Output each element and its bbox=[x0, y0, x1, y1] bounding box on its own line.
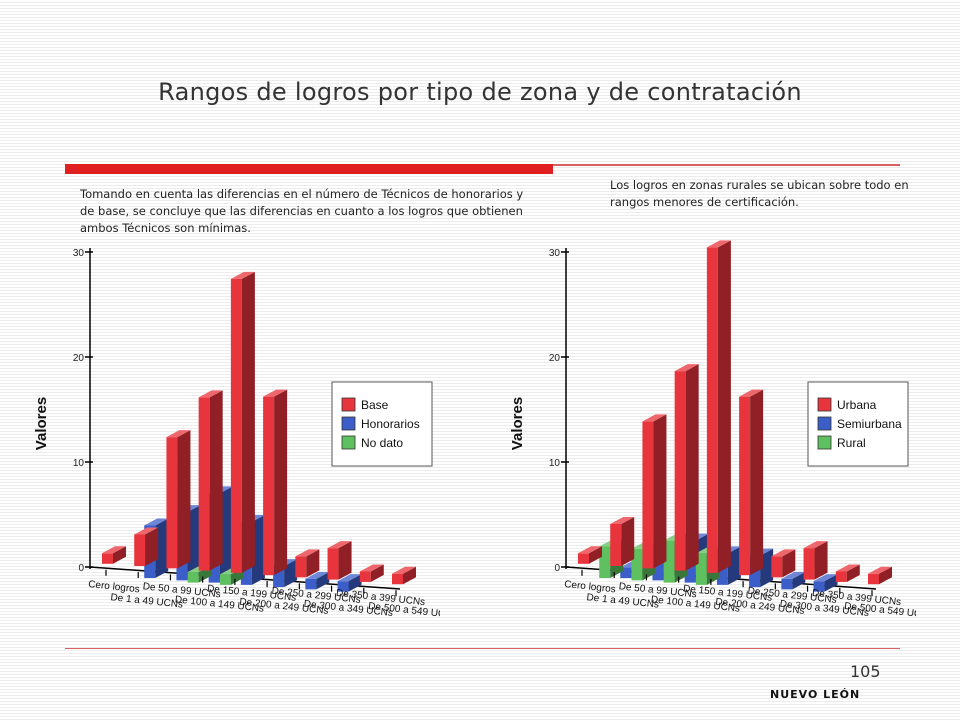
x-tick-label: Cero logros bbox=[564, 579, 617, 595]
bar-urbana-5 bbox=[706, 240, 731, 573]
legend-label: Urbana bbox=[837, 398, 877, 412]
bar-semiurbana-7 bbox=[781, 571, 806, 590]
y-tick-label: 0 bbox=[78, 563, 84, 574]
footer-brand: NUEVO LEÓN bbox=[770, 688, 861, 701]
page-number: 105 bbox=[850, 662, 881, 681]
y-tick-label: 10 bbox=[549, 458, 561, 469]
bar-urbana-1 bbox=[578, 546, 602, 564]
y-axis-label: Valores bbox=[509, 397, 526, 450]
bar-urbana-8 bbox=[803, 541, 828, 580]
y-tick-label: 20 bbox=[549, 353, 561, 364]
y-tick-label: 0 bbox=[554, 563, 560, 574]
legend-label: No dato bbox=[361, 436, 403, 450]
x-tick-label: De 500 a 549 UCNs bbox=[368, 601, 440, 621]
legend-label: Honorarios bbox=[361, 417, 420, 431]
legend-label: Rural bbox=[837, 436, 866, 450]
legend-swatch bbox=[341, 397, 356, 412]
bar-honorarios-8 bbox=[337, 574, 362, 592]
legend-swatch bbox=[817, 397, 832, 412]
bar-semiurbana-8 bbox=[813, 574, 838, 592]
legend: Base Honorarios No dato bbox=[331, 381, 433, 467]
x-tick-label: De 500 a 549 UCNs bbox=[844, 601, 916, 621]
bar-urbana-2 bbox=[610, 517, 635, 567]
y-tick-label: 10 bbox=[73, 458, 85, 469]
bar-urbana-4 bbox=[674, 364, 699, 571]
bar-base-10 bbox=[392, 566, 416, 585]
bar-base-3 bbox=[166, 430, 191, 569]
bar-honorarios-7 bbox=[305, 571, 330, 590]
bar-base-9 bbox=[359, 564, 384, 582]
bar-urbana-10 bbox=[868, 566, 892, 585]
y-axis-label: Valores bbox=[33, 397, 50, 450]
bar-base-4 bbox=[198, 390, 223, 571]
y-tick-label: 30 bbox=[73, 248, 85, 259]
bar-base-8 bbox=[327, 541, 352, 580]
rule-right bbox=[553, 164, 900, 166]
red-rule bbox=[65, 164, 553, 174]
bar-urbana-9 bbox=[835, 564, 860, 582]
legend-swatch bbox=[817, 435, 832, 450]
y-tick-label: 30 bbox=[549, 248, 561, 259]
bar-urbana-3 bbox=[642, 414, 667, 569]
bar-urbana-7 bbox=[771, 549, 796, 578]
legend-swatch bbox=[817, 416, 832, 431]
bar-base-2 bbox=[134, 527, 159, 567]
caption-right: Los logros en zonas rurales se ubican so… bbox=[610, 178, 909, 209]
bar-base-6 bbox=[263, 389, 288, 576]
legend: Urbana Semiurbana Rural bbox=[807, 381, 909, 467]
slide-title: Rangos de logros por tipo de zona y de c… bbox=[158, 78, 802, 106]
bar-base-5 bbox=[230, 271, 255, 573]
x-tick-label: Cero logros bbox=[88, 579, 141, 595]
rule-bottom bbox=[65, 648, 900, 649]
caption-left: Tomando en cuenta las diferencias en el … bbox=[80, 187, 524, 235]
bar-urbana-6 bbox=[739, 389, 764, 576]
bar-base-1 bbox=[102, 546, 126, 564]
legend-swatch bbox=[341, 435, 356, 450]
y-tick-label: 20 bbox=[73, 353, 85, 364]
legend-label: Base bbox=[361, 398, 389, 412]
bar-base-7 bbox=[295, 549, 320, 578]
legend-label: Semiurbana bbox=[837, 417, 902, 431]
legend-swatch bbox=[341, 416, 356, 431]
